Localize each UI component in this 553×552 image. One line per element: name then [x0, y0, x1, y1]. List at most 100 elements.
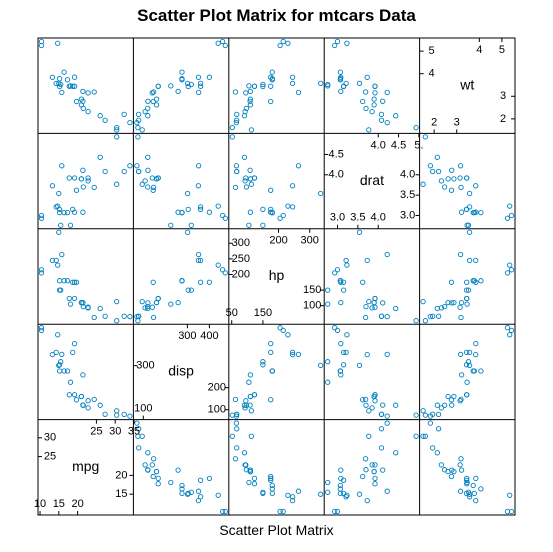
point-mpg-vs-disp-23: [49, 351, 56, 358]
point-disp-vs-drat-6: [197, 204, 204, 210]
point-mpg-vs-disp-13: [56, 368, 63, 374]
point-hp-vs-disp-5: [246, 379, 252, 385]
point-mpg-vs-drat-28: [59, 163, 65, 169]
diag-lower-tick-mpg-0: 10: [34, 498, 46, 510]
point-mpg-vs-hp-24: [71, 279, 78, 285]
point-mpg-vs-hp-10: [66, 295, 72, 302]
point-mpg-vs-drat-12: [64, 209, 71, 216]
point-mpg-vs-hp-19: [127, 313, 133, 320]
point-wt-vs-mpg-22: [463, 490, 470, 497]
point-drat-vs-mpg-31: [380, 467, 386, 473]
point-wt-vs-disp-16: [507, 332, 513, 338]
point-drat-vs-wt-28: [384, 89, 390, 96]
point-wt-vs-drat-28: [457, 163, 464, 169]
point-wt-vs-drat-11: [478, 209, 484, 216]
point-disp-vs-hp-27: [139, 298, 145, 305]
point-disp-vs-hp-3: [175, 299, 181, 306]
point-disp-vs-mpg-27: [139, 433, 145, 439]
point-hp-vs-drat-23: [289, 183, 296, 189]
point-hp-vs-drat-19: [233, 163, 240, 169]
point-mpg-vs-hp-9: [71, 295, 78, 302]
point-drat-vs-wt-10: [372, 83, 378, 89]
point-wt-vs-disp-22: [463, 362, 470, 368]
point-wt-vs-drat-24: [473, 209, 479, 215]
point-drat-vs-wt-24: [338, 74, 344, 80]
point-drat-vs-mpg-14: [332, 508, 338, 515]
point-mpg-vs-wt-9: [71, 83, 78, 89]
point-disp-vs-hp-31: [145, 300, 151, 306]
point-mpg-vs-wt-3: [80, 88, 86, 95]
point-hp-vs-disp-28: [295, 351, 302, 358]
point-hp-vs-drat-5: [246, 222, 252, 228]
point-disp-vs-mpg-19: [134, 420, 140, 426]
point-disp-vs-drat-10: [155, 175, 161, 181]
point-mpg-vs-drat-23: [49, 183, 56, 189]
point-drat-vs-disp-15: [334, 327, 341, 334]
point-drat-vs-disp-28: [384, 351, 390, 358]
point-mpg-vs-disp-29: [73, 397, 80, 403]
point-drat-vs-disp-26: [393, 402, 399, 408]
diag-lower-tick-mpg-1: 15: [53, 498, 65, 510]
point-mpg-vs-hp-20: [80, 303, 86, 310]
point-drat-vs-hp-25: [378, 313, 385, 319]
point-mpg-vs-disp-25: [102, 411, 108, 417]
point-drat-vs-mpg-20: [363, 467, 369, 473]
point-wt-vs-drat-27: [420, 181, 426, 187]
point-wt-vs-disp-20: [441, 402, 448, 408]
point-hp-vs-wt-25: [234, 117, 240, 123]
point-drat-vs-mpg-28: [384, 488, 390, 494]
point-drat-vs-mpg-3: [338, 467, 344, 473]
point-disp-vs-wt-6: [197, 80, 204, 87]
point-hp-vs-wt-4: [268, 83, 274, 89]
chart-title: Scatter Plot Matrix for mtcars Data: [137, 6, 416, 25]
point-disp-vs-mpg-10: [155, 481, 161, 487]
point-drat-vs-wt-6: [343, 80, 349, 87]
point-disp-vs-wt-0: [153, 102, 160, 108]
point-mpg-vs-wt-28: [59, 89, 65, 96]
point-mpg-vs-drat-13: [56, 209, 63, 216]
point-drat-vs-disp-4: [340, 349, 347, 356]
point-mpg-vs-hp-12: [64, 278, 71, 284]
point-wt-vs-hp-22: [463, 287, 470, 293]
point-drat-vs-wt-3: [338, 88, 344, 95]
point-mpg-vs-hp-22: [56, 287, 63, 293]
point-hp-vs-wt-10: [251, 83, 258, 89]
point-disp-vs-wt-25: [136, 117, 142, 123]
point-drat-vs-mpg-8: [372, 462, 378, 468]
point-mpg-vs-hp-13: [56, 278, 63, 284]
point-wt-vs-hp-8: [457, 304, 463, 310]
diag-upper-tick-mpg-1: 30: [109, 426, 121, 438]
point-mpg-vs-wt-2: [85, 108, 91, 115]
point-hp-vs-wt-21: [260, 81, 266, 88]
point-mpg-vs-hp-7: [91, 314, 97, 321]
point-wt-vs-drat-10: [464, 175, 470, 181]
point-hp-vs-disp-3: [247, 372, 254, 378]
point-disp-vs-wt-3: [175, 88, 181, 95]
point-wt-vs-hp-26: [434, 305, 440, 312]
diag-side-left-tick-disp-0: 300: [136, 360, 154, 372]
point-hp-vs-wt-15: [280, 38, 286, 45]
point-hp-vs-wt-16: [285, 40, 291, 46]
point-drat-vs-wt-20: [363, 105, 369, 112]
diag-label-disp: disp: [168, 363, 194, 379]
point-mpg-vs-disp-26: [97, 402, 103, 408]
diag-side-left-tick-wt-1: 4: [429, 68, 435, 80]
point-hp-vs-disp-25: [234, 411, 240, 417]
point-drat-vs-disp-13: [337, 368, 344, 374]
point-wt-vs-drat-7: [458, 184, 464, 191]
point-mpg-vs-hp-8: [85, 304, 91, 310]
point-hp-vs-wt-3: [247, 88, 254, 95]
point-mpg-vs-hp-17: [121, 313, 127, 319]
point-disp-vs-mpg-12: [179, 482, 185, 489]
point-drat-vs-disp-2: [369, 405, 375, 411]
point-wt-vs-mpg-13: [471, 490, 477, 497]
point-wt-vs-disp-25: [430, 411, 436, 417]
point-drat-vs-hp-18: [413, 318, 419, 324]
point-wt-vs-mpg-31: [449, 467, 455, 473]
point-drat-vs-disp-7: [362, 396, 369, 403]
point-hp-vs-wt-18: [229, 124, 235, 131]
point-hp-vs-disp-30: [318, 362, 324, 369]
point-disp-vs-hp-25: [136, 313, 142, 319]
point-hp-vs-disp-15: [280, 327, 286, 334]
point-wt-vs-mpg-25: [430, 445, 436, 451]
